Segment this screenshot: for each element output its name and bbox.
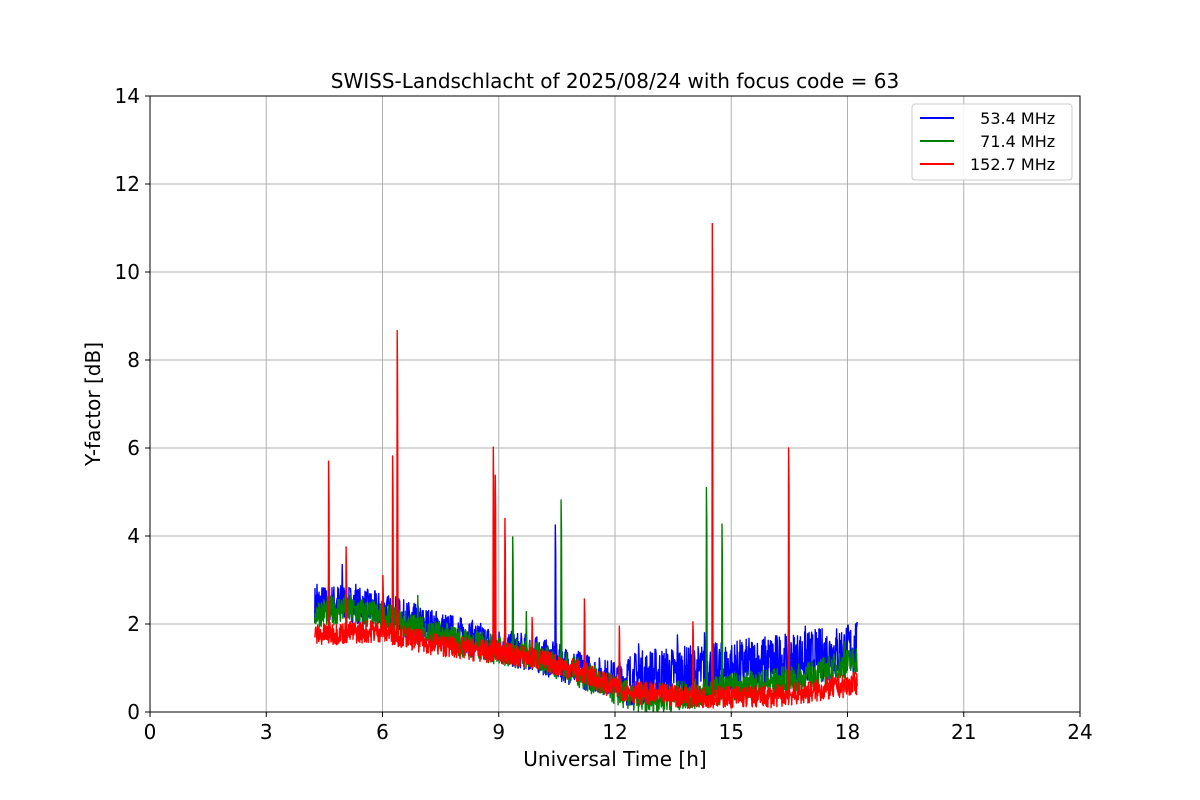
legend-box xyxy=(911,103,1073,181)
x-tick-label: 12 xyxy=(602,720,627,744)
legend-entry: 71.4 MHz xyxy=(970,132,1055,151)
x-tick-label: 9 xyxy=(492,720,505,744)
x-tick-label: 24 xyxy=(1067,720,1092,744)
chart-title: SWISS-Landschlacht of 2025/08/24 with fo… xyxy=(331,69,899,93)
x-axis: 0 3 6 9 12 15 18 21 24 xyxy=(144,712,1093,744)
x-tick-label: 3 xyxy=(260,720,273,744)
y-tick-label: 10 xyxy=(115,260,140,284)
legend-entry: 152.7 MHz xyxy=(970,155,1055,174)
series-line-2 xyxy=(314,486,858,712)
y-axis-label: Y-factor [dB] xyxy=(81,342,105,467)
y-tick-label: 4 xyxy=(127,524,140,548)
legend: 53.4 MHz 71.4 MHz 152.7 MHz xyxy=(911,103,1073,181)
y-tick-label: 8 xyxy=(127,348,140,372)
x-axis-label: Universal Time [h] xyxy=(523,747,706,771)
x-tick-label: 15 xyxy=(719,720,744,744)
y-tick-label: 2 xyxy=(127,612,140,636)
y-tick-label: 14 xyxy=(115,84,140,108)
legend-entry: 53.4 MHz xyxy=(970,109,1055,128)
x-tick-label: 0 xyxy=(144,720,157,744)
series-line-1 xyxy=(314,524,858,707)
x-tick-label: 21 xyxy=(951,720,976,744)
series-line-3 xyxy=(314,222,858,709)
x-tick-label: 18 xyxy=(835,720,860,744)
y-tick-label: 6 xyxy=(127,436,140,460)
x-tick-label: 6 xyxy=(376,720,389,744)
y-tick-label: 12 xyxy=(115,172,140,196)
y-axis: 0 2 4 6 8 10 12 14 xyxy=(115,84,150,724)
series-layer xyxy=(314,222,858,712)
y-tick-label: 0 xyxy=(127,700,140,724)
